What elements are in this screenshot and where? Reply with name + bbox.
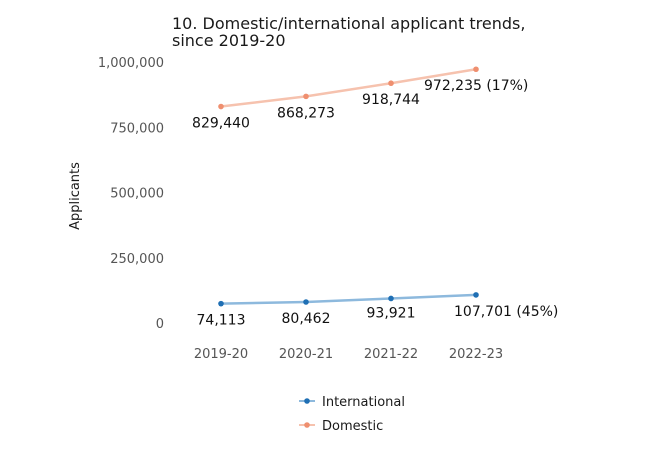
y-axis-ticks: 0 250,000 500,000 750,000 1,000,000	[98, 56, 164, 332]
x-tick-label: 2022-23	[449, 347, 503, 362]
domestic-data-point	[303, 93, 309, 100]
domestic-legend-marker	[304, 422, 310, 428]
x-axis-ticks: 2019-20 2020-21 2021-22 2022-23	[194, 347, 503, 362]
domestic-data-label: 829,440	[192, 116, 250, 132]
international-legend-label: International	[322, 395, 405, 410]
international-data-point	[388, 295, 394, 302]
international-data-point	[218, 300, 224, 307]
domestic-data-label: 972,235 (17%)	[424, 78, 528, 94]
domestic-data-label: 918,744	[362, 92, 420, 108]
x-tick-label: 2020-21	[279, 347, 333, 362]
x-tick-label: 2019-20	[194, 347, 248, 362]
y-tick-label: 1,000,000	[98, 56, 164, 71]
domestic-data-label: 868,273	[277, 105, 335, 121]
domestic-data-point	[388, 80, 394, 87]
series-layer: 74,113 80,462 93,921 107,701 (45%) 829,440 86…	[192, 66, 558, 329]
international-data-point	[303, 299, 309, 305]
international-data-label: 107,701 (45%)	[454, 304, 558, 320]
y-tick-label: 250,000	[110, 252, 164, 267]
y-axis-label: Applicants	[68, 162, 83, 230]
y-tick-label: 750,000	[110, 121, 164, 136]
chart-title-line-2: since 2019-20	[172, 31, 286, 50]
international-data-label: 93,921	[367, 305, 416, 321]
domestic-legend-label: Domestic	[322, 419, 383, 434]
domestic-data-point	[218, 103, 224, 110]
international-data-point	[473, 292, 479, 298]
domestic-series-line	[219, 67, 478, 108]
chart-title-line-1: 10. Domestic/international applicant tre…	[172, 14, 525, 33]
international-series-line	[219, 293, 478, 305]
y-tick-label: 500,000	[110, 187, 164, 202]
international-legend-marker	[304, 398, 310, 404]
international-data-label: 80,462	[282, 311, 331, 327]
x-tick-label: 2021-22	[364, 347, 418, 362]
domestic-data-point	[473, 66, 479, 73]
international-data-label: 74,113	[197, 313, 246, 329]
legend: International Domestic	[299, 395, 405, 434]
y-tick-label: 0	[156, 317, 164, 332]
